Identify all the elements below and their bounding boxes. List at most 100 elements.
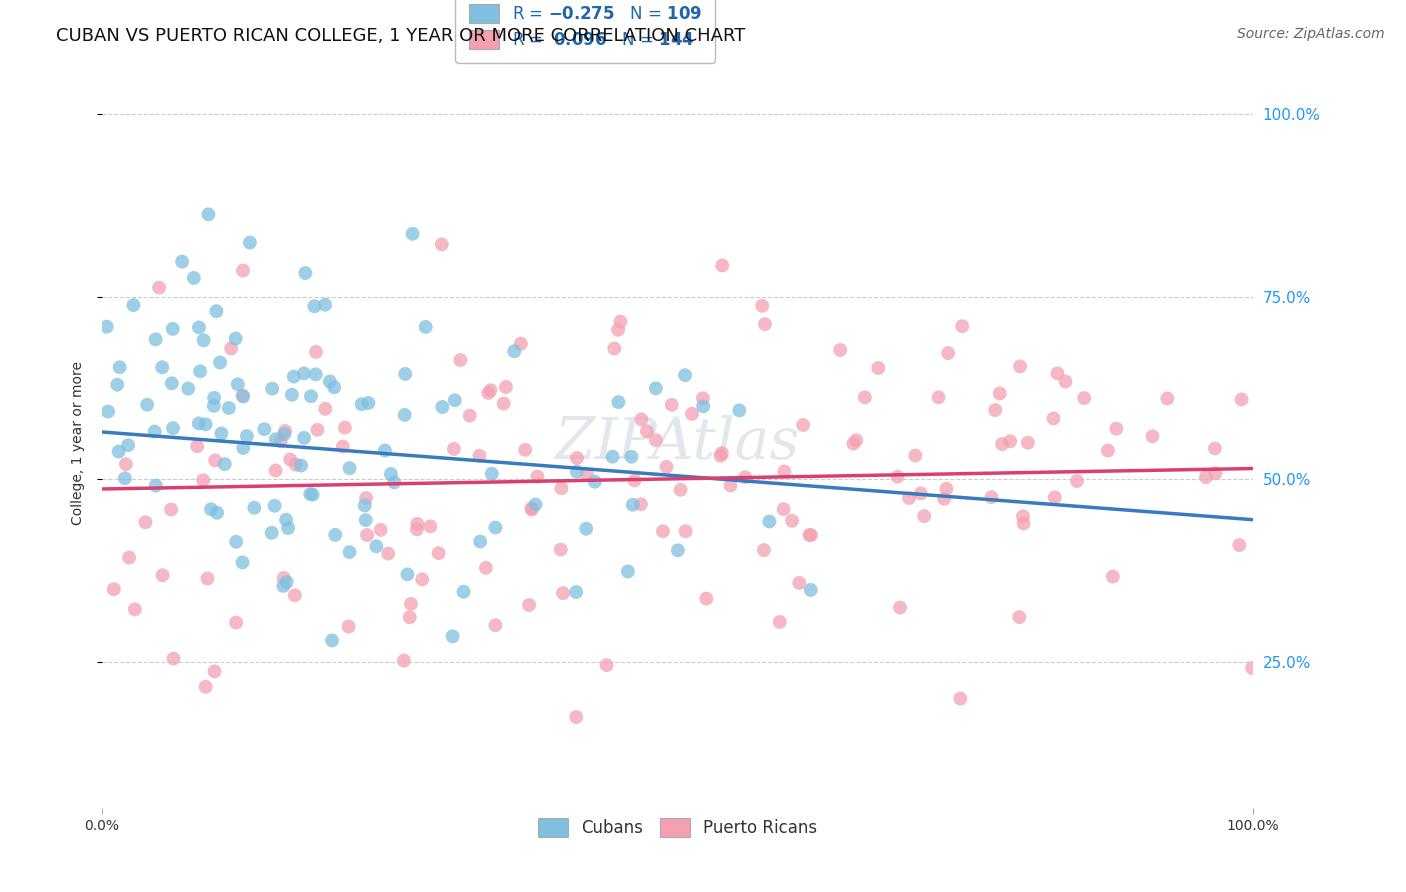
Point bbox=[97, 404, 120, 418]
Point bbox=[108, 360, 131, 375]
Point bbox=[842, 436, 865, 450]
Point bbox=[603, 342, 626, 356]
Point bbox=[620, 450, 643, 464]
Point bbox=[630, 497, 652, 511]
Point bbox=[188, 320, 211, 334]
Point bbox=[96, 319, 118, 334]
Point bbox=[427, 546, 450, 560]
Point bbox=[411, 573, 433, 587]
Point bbox=[669, 483, 692, 497]
Point bbox=[692, 392, 714, 406]
Point bbox=[936, 346, 959, 360]
Point bbox=[1101, 569, 1123, 583]
Point bbox=[323, 380, 346, 394]
Point bbox=[353, 499, 375, 513]
Point bbox=[575, 467, 598, 481]
Point bbox=[276, 575, 298, 590]
Point bbox=[292, 431, 315, 445]
Point bbox=[912, 509, 935, 524]
Point bbox=[281, 388, 304, 402]
Point bbox=[162, 651, 184, 665]
Point bbox=[225, 534, 247, 549]
Point bbox=[419, 519, 441, 533]
Text: ZIPAtlas: ZIPAtlas bbox=[555, 415, 800, 471]
Point bbox=[710, 446, 733, 460]
Point bbox=[148, 280, 170, 294]
Point bbox=[270, 434, 292, 449]
Point bbox=[443, 393, 465, 408]
Point bbox=[520, 502, 543, 516]
Point bbox=[1054, 375, 1077, 389]
Point bbox=[187, 417, 209, 431]
Point bbox=[202, 399, 225, 413]
Point bbox=[1017, 435, 1039, 450]
Point bbox=[321, 633, 343, 648]
Point bbox=[218, 401, 240, 415]
Point bbox=[441, 629, 464, 643]
Point bbox=[644, 381, 666, 395]
Point bbox=[652, 524, 675, 539]
Point bbox=[319, 375, 342, 389]
Point bbox=[194, 417, 217, 432]
Point bbox=[1010, 359, 1032, 374]
Point bbox=[350, 397, 373, 411]
Point bbox=[998, 434, 1021, 449]
Point bbox=[752, 543, 775, 558]
Point bbox=[1012, 516, 1035, 531]
Point bbox=[122, 298, 145, 312]
Point bbox=[758, 515, 780, 529]
Point bbox=[136, 398, 159, 412]
Point bbox=[301, 487, 323, 501]
Point bbox=[273, 427, 295, 442]
Point bbox=[264, 463, 287, 477]
Point bbox=[711, 259, 734, 273]
Point bbox=[799, 528, 821, 542]
Point bbox=[292, 367, 315, 381]
Point bbox=[243, 500, 266, 515]
Point bbox=[314, 401, 336, 416]
Point bbox=[787, 576, 810, 591]
Point bbox=[609, 315, 631, 329]
Point bbox=[475, 561, 498, 575]
Point bbox=[332, 440, 354, 454]
Point bbox=[607, 395, 630, 409]
Point bbox=[853, 390, 876, 404]
Point bbox=[692, 400, 714, 414]
Text: CUBAN VS PUERTO RICAN COLLEGE, 1 YEAR OR MORE CORRELATION CHART: CUBAN VS PUERTO RICAN COLLEGE, 1 YEAR OR… bbox=[56, 27, 745, 45]
Point bbox=[339, 461, 361, 475]
Point bbox=[399, 597, 422, 611]
Point bbox=[675, 524, 697, 539]
Point bbox=[1227, 538, 1250, 552]
Point bbox=[1195, 470, 1218, 484]
Point bbox=[468, 449, 491, 463]
Point bbox=[617, 565, 640, 579]
Point bbox=[1042, 411, 1064, 425]
Point bbox=[188, 364, 211, 378]
Point bbox=[780, 514, 803, 528]
Point bbox=[226, 377, 249, 392]
Point bbox=[904, 449, 927, 463]
Point bbox=[232, 390, 254, 404]
Point bbox=[1066, 474, 1088, 488]
Text: Source: ZipAtlas.com: Source: ZipAtlas.com bbox=[1237, 27, 1385, 41]
Point bbox=[374, 443, 396, 458]
Point bbox=[484, 520, 506, 534]
Point bbox=[396, 567, 419, 582]
Point bbox=[225, 331, 247, 345]
Point bbox=[394, 408, 416, 422]
Point bbox=[314, 298, 336, 312]
Point bbox=[575, 522, 598, 536]
Point bbox=[232, 388, 254, 402]
Point bbox=[263, 499, 285, 513]
Point bbox=[172, 254, 194, 268]
Point bbox=[205, 506, 228, 520]
Point bbox=[1142, 429, 1164, 443]
Point bbox=[415, 320, 437, 334]
Point bbox=[162, 421, 184, 435]
Legend: Cubans, Puerto Ricans: Cubans, Puerto Ricans bbox=[531, 812, 824, 844]
Point bbox=[284, 588, 307, 602]
Point bbox=[1204, 442, 1226, 456]
Point bbox=[769, 615, 792, 629]
Point bbox=[278, 452, 301, 467]
Point bbox=[509, 336, 531, 351]
